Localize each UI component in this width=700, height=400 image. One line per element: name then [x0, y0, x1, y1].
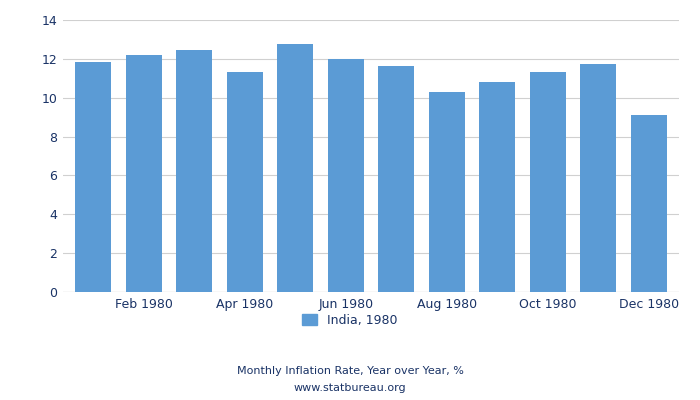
- Bar: [580, 64, 617, 292]
- Bar: [125, 55, 162, 292]
- Text: Monthly Inflation Rate, Year over Year, %: Monthly Inflation Rate, Year over Year, …: [237, 366, 463, 376]
- Bar: [631, 115, 667, 292]
- Legend: India, 1980: India, 1980: [298, 309, 402, 332]
- Bar: [75, 62, 111, 292]
- Bar: [378, 66, 414, 292]
- Bar: [328, 60, 364, 292]
- Bar: [479, 82, 515, 292]
- Bar: [227, 72, 263, 292]
- Bar: [529, 72, 566, 292]
- Bar: [428, 92, 465, 292]
- Bar: [176, 50, 213, 292]
- Text: www.statbureau.org: www.statbureau.org: [294, 383, 406, 393]
- Bar: [277, 44, 314, 292]
